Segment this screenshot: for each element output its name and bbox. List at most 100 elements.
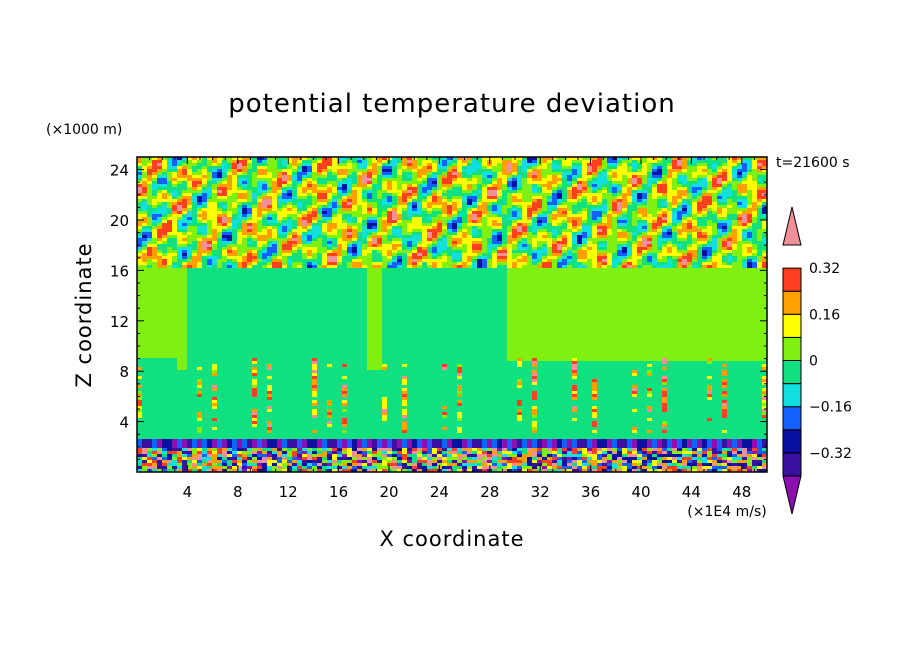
heatmap-cell [607, 166, 612, 169]
heatmap-cell [472, 250, 477, 253]
heatmap-cell [742, 166, 747, 169]
heatmap-cell [147, 244, 152, 247]
heatmap-cell [277, 241, 282, 244]
heatmap-cell [162, 205, 167, 208]
heatmap-cell [507, 217, 512, 220]
heatmap-cell [152, 226, 157, 229]
heatmap-cell [312, 160, 317, 163]
heatmap-cell [562, 178, 567, 181]
heatmap-cell [157, 205, 162, 208]
heatmap-cell [372, 166, 377, 169]
heatmap-cell [712, 208, 717, 211]
heatmap-cell [237, 223, 242, 226]
heatmap-cell [237, 220, 242, 223]
heatmap-cell [672, 232, 677, 235]
heatmap-cell [717, 193, 722, 196]
heatmap-cell [342, 250, 347, 253]
heatmap-cell [392, 244, 397, 247]
heatmap-cell [587, 256, 592, 259]
heatmap-cell [272, 271, 277, 274]
heatmap-cell [292, 196, 297, 199]
heatmap-cell [427, 271, 432, 274]
heatmap-cell [722, 181, 727, 184]
heatmap-cell [617, 187, 622, 190]
heatmap-cell [527, 220, 532, 223]
heatmap-cell [522, 262, 527, 265]
heatmap-cell [147, 241, 152, 244]
heatmap-cell [447, 205, 452, 208]
heatmap-cell [157, 265, 162, 268]
heatmap-cell [732, 256, 737, 259]
heatmap-cell [277, 169, 282, 172]
heatmap-cell [402, 244, 407, 247]
heatmap-cell [737, 181, 742, 184]
heatmap-cell [277, 238, 282, 241]
heatmap-cell [442, 181, 447, 184]
heatmap-cell [657, 253, 662, 256]
heatmap-cell [442, 208, 447, 211]
heatmap-cell [387, 259, 392, 262]
heatmap-cell [572, 229, 577, 232]
heatmap-cell [357, 271, 362, 274]
heatmap-cell [377, 166, 382, 169]
heatmap-cell [367, 187, 372, 190]
heatmap-cell [242, 160, 247, 163]
heatmap-cell [697, 250, 702, 253]
heatmap-cell [432, 271, 437, 274]
heatmap-cell [577, 241, 582, 244]
heatmap-cell [292, 199, 297, 202]
heatmap-cell [667, 238, 672, 241]
heatmap-cell [247, 244, 252, 247]
heatmap-cell [492, 247, 497, 250]
heatmap-cell [672, 250, 677, 253]
heatmap-cell [322, 217, 327, 220]
heatmap-cell [407, 187, 412, 190]
heatmap-cell [527, 238, 532, 241]
heatmap-cell [212, 232, 217, 235]
heatmap-cell [532, 160, 537, 163]
heatmap-cell [202, 274, 207, 277]
heatmap-cell [367, 175, 372, 178]
heatmap-cell [637, 196, 642, 199]
heatmap-cell [172, 247, 177, 250]
heatmap-cell [627, 259, 632, 262]
heatmap-cell [172, 244, 177, 247]
heatmap-cell [242, 262, 247, 265]
heatmap-cell [632, 181, 637, 184]
heatmap-cell [557, 214, 562, 217]
heatmap-cell [172, 172, 177, 175]
heatmap-cell [712, 247, 717, 250]
heatmap-cell [462, 274, 467, 277]
heatmap-cell [217, 268, 222, 271]
heatmap-cell [582, 181, 587, 184]
heatmap-cell [757, 265, 762, 268]
heatmap-cell [422, 244, 427, 247]
heatmap-cell [642, 214, 647, 217]
heatmap-cell [252, 187, 257, 190]
heatmap-cell [617, 271, 622, 274]
heatmap-cell [247, 175, 252, 178]
heatmap-cell [472, 184, 477, 187]
heatmap-cell [482, 160, 487, 163]
heatmap-cell [597, 223, 602, 226]
heatmap-cell [337, 196, 342, 199]
heatmap-cell [532, 238, 537, 241]
heatmap-cell [517, 253, 522, 256]
heatmap-cell [327, 256, 332, 259]
heatmap-cell [152, 160, 157, 163]
heatmap-cell [342, 274, 347, 277]
heatmap-cell [347, 253, 352, 256]
heatmap-cell [167, 166, 172, 169]
heatmap-cell [427, 247, 432, 250]
heatmap-cell [497, 226, 502, 229]
heatmap-cell [597, 265, 602, 268]
heatmap-cell [622, 217, 627, 220]
heatmap-cell [487, 214, 492, 217]
heatmap-cell [342, 247, 347, 250]
heatmap-cell [757, 211, 762, 214]
heatmap-cell [362, 238, 367, 241]
heatmap-cell [362, 244, 367, 247]
heatmap-cell [237, 271, 242, 274]
heatmap-cell [707, 202, 712, 205]
heatmap-cell [187, 220, 192, 223]
